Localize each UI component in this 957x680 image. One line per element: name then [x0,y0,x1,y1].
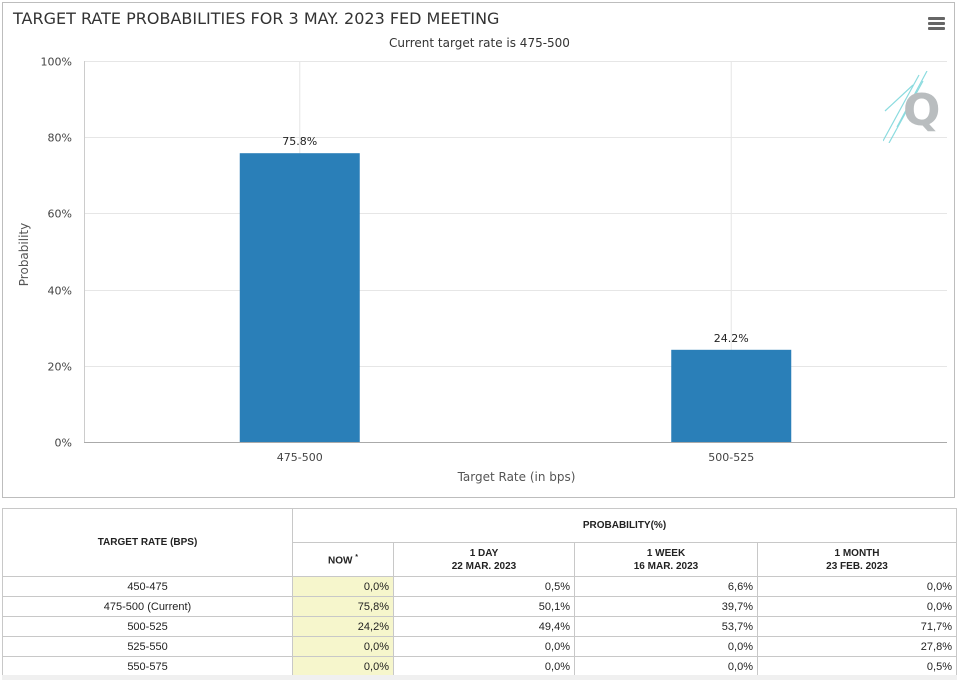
cell-1-day: 0,0% [393,636,575,657]
cell-now: 0,0% [292,656,394,677]
header-1-week: 1 WEEK 16 MAR. 2023 [574,542,758,577]
cell-1-week: 0,0% [574,656,758,677]
cell-1-month: 0,0% [757,596,957,617]
cell-1-day: 0,5% [393,576,575,597]
row-rate: 550-575 [2,656,293,677]
table-row: 550-575 0,0% 0,0% 0,0% 0,5% [2,656,957,677]
cell-1-day: 50,1% [393,596,575,617]
y-tick-label: 80% [48,132,72,145]
bar-475-500 [239,153,360,442]
header-target-rate: TARGET RATE (BPS) [2,508,293,577]
data-label: 24.2% [714,332,749,345]
cell-1-month: 0,5% [757,656,957,677]
header-1-day-label: 1 DAY [469,547,499,559]
bottom-strip [2,675,957,680]
data-label: 75.8% [282,135,317,148]
svg-text:Q: Q [903,85,940,136]
cell-1-day: 49,4% [393,616,575,637]
cell-1-day: 0,0% [393,656,575,677]
x-axis-title: Target Rate (in bps) [457,470,576,484]
cell-1-week: 0,0% [574,636,758,657]
cell-now: 75,8% [292,596,394,617]
table-row: 475-500 (Current) 75,8% 50,1% 39,7% 0,0% [2,596,957,617]
header-1-month: 1 MONTH 23 FEB. 2023 [757,542,957,577]
cell-1-month: 27,8% [757,636,957,657]
row-rate: 525-550 [2,636,293,657]
header-now-label: NOW [328,555,353,567]
y-tick-label: 100% [41,56,72,69]
bar-chart: 0% 20% 40% 60% 80% 100% 75.8% 475-500 24.2% 500-5… [17,56,947,484]
cell-1-month: 71,7% [757,616,957,637]
header-1-day-date: 22 MAR. 2023 [451,560,517,572]
cell-1-week: 6,6% [574,576,758,597]
x-tick-label: 475-500 [277,451,323,464]
table-row: 525-550 0,0% 0,0% 0,0% 27,8% [2,636,957,657]
header-1-month-date: 23 FEB. 2023 [826,560,888,572]
header-1-month-label: 1 MONTH [834,547,880,559]
chart-panel: 0% 20% 40% 60% 80% 100% 75.8% 475-500 24.2% 500-5… [2,2,955,498]
cell-now: 0,0% [292,576,394,597]
bar-500-525 [671,349,792,442]
cell-1-week: 39,7% [574,596,758,617]
y-tick-label: 60% [48,208,72,221]
cell-now: 0,0% [292,636,394,657]
hamburger-menu-icon[interactable] [928,17,945,31]
header-1-week-label: 1 WEEK [646,547,686,559]
header-1-day: 1 DAY 22 MAR. 2023 [393,542,575,577]
cell-now: 24,2% [292,616,394,637]
y-tick-label: 0% [55,437,72,450]
row-rate: 475-500 (Current) [2,596,293,617]
probability-table: TARGET RATE (BPS) PROBABILITY(%) NOW * 1… [2,508,957,677]
y-axis-title: Probability [17,223,31,286]
y-tick-label: 40% [48,285,72,298]
cell-1-month: 0,0% [757,576,957,597]
header-now-marker: * [355,554,358,562]
cell-1-week: 53,7% [574,616,758,637]
row-rate: 500-525 [2,616,293,637]
row-rate: 450-475 [2,576,293,597]
header-now: NOW * [292,542,394,577]
chart-title: TARGET RATE PROBABILITIES FOR 3 MAY. 202… [13,9,500,28]
y-tick-label: 20% [48,361,72,374]
watermark-logo-icon: Q [883,71,940,143]
table-row: 450-475 0,0% 0,5% 6,6% 0,0% [2,576,957,597]
x-tick-label: 500-525 [708,451,754,464]
table-row: 500-525 24,2% 49,4% 53,7% 71,7% [2,616,957,637]
chart-subtitle: Current target rate is 475-500 [389,36,570,50]
header-1-week-date: 16 MAR. 2023 [633,560,699,572]
header-probability: PROBABILITY(%) [292,508,957,543]
